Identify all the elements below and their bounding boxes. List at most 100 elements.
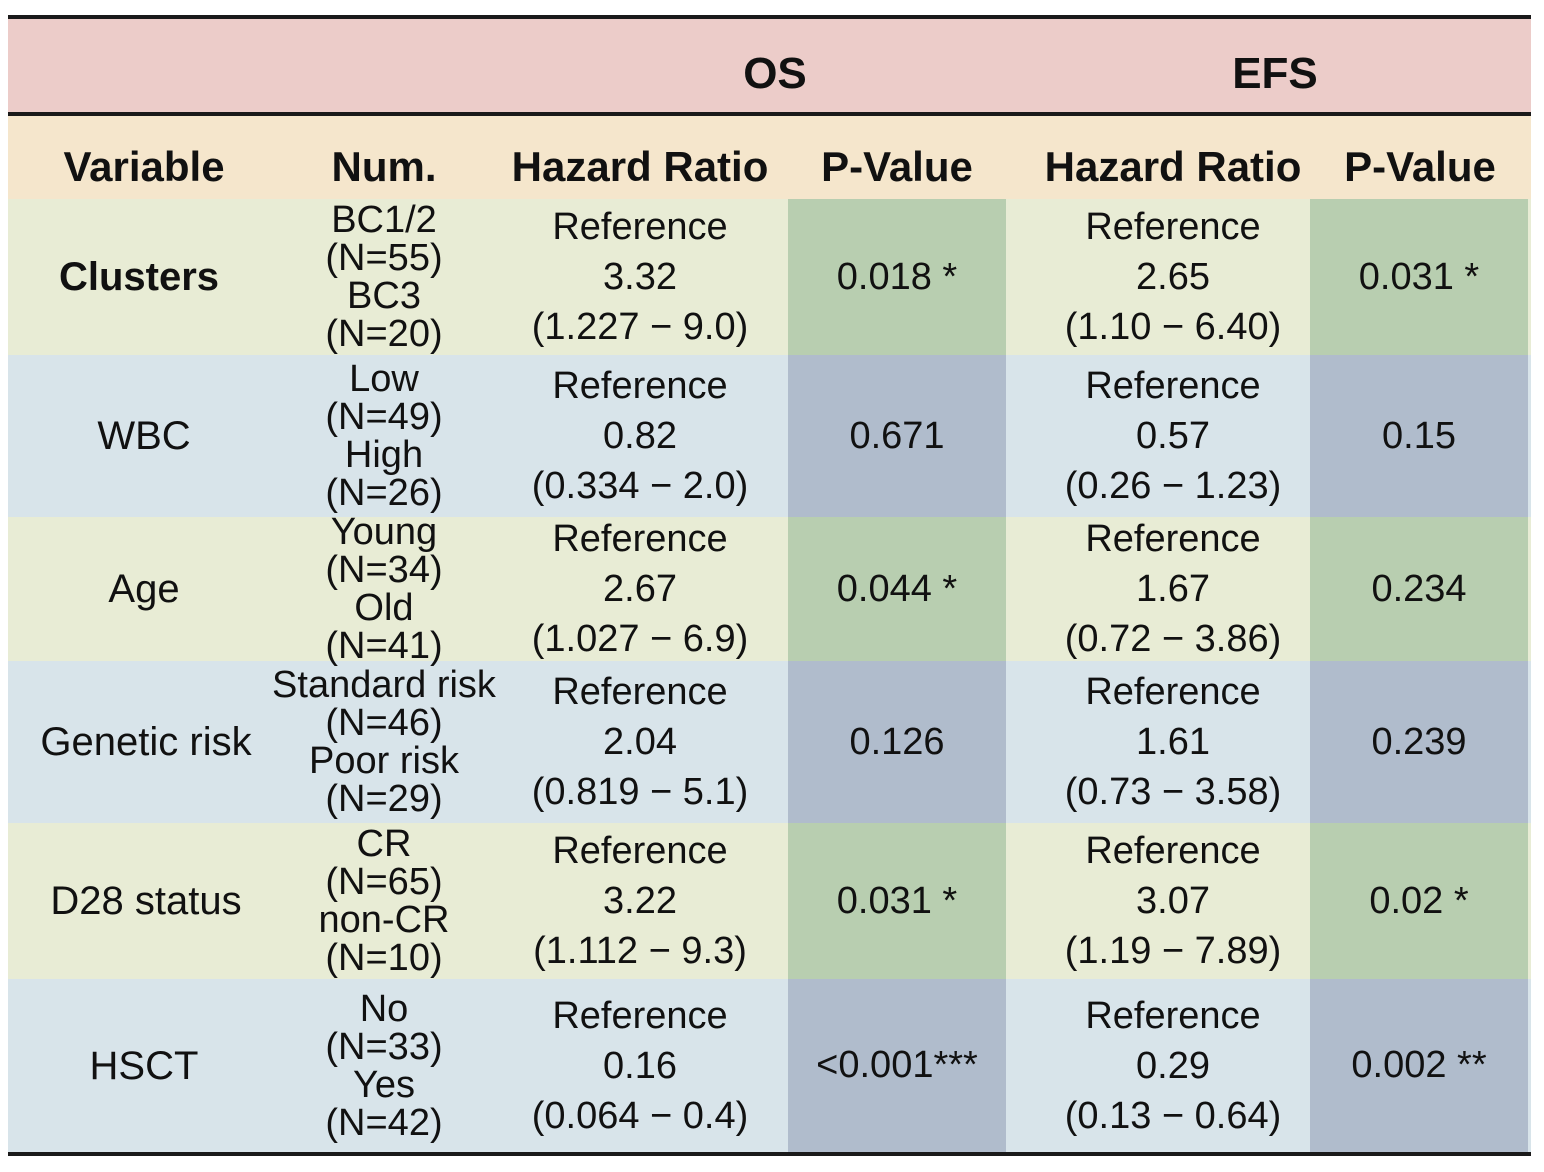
hr-line: Reference bbox=[1085, 994, 1261, 1037]
bottom-rule bbox=[8, 1152, 1531, 1156]
efs-hazard-ratio-clusters: Reference 2.65 (1.10 − 6.40) bbox=[1030, 199, 1316, 355]
hr-line: (1.19 − 7.89) bbox=[1064, 930, 1282, 972]
variable-genetic-risk: Genetic risk bbox=[40, 720, 252, 764]
num-line: (N=33) bbox=[325, 1025, 443, 1068]
row-band-d28-status bbox=[8, 823, 1531, 979]
num-d28-status: CR (N=65) non-CR (N=10) bbox=[258, 823, 510, 979]
hr-line: 2.65 bbox=[1136, 256, 1210, 298]
hr-line: Reference bbox=[1085, 365, 1261, 407]
hr-line: 1.61 bbox=[1136, 721, 1210, 763]
col-header-num: Num. bbox=[331, 143, 437, 190]
os-pvalue-shade-2 bbox=[788, 355, 1006, 517]
hr-line: 3.22 bbox=[603, 880, 677, 922]
num-line: Poor risk bbox=[309, 740, 459, 782]
hr-line: 0.29 bbox=[1136, 1044, 1210, 1087]
variable-wbc: WBC bbox=[97, 414, 191, 458]
os-pvalue-shade-6 bbox=[788, 979, 1006, 1152]
hr-line: (0.334 − 2.0) bbox=[531, 465, 749, 507]
hr-line: Reference bbox=[552, 365, 728, 407]
hr-line: 0.82 bbox=[603, 415, 677, 457]
hr-line: Reference bbox=[1085, 206, 1261, 248]
num-line: (N=41) bbox=[325, 625, 443, 667]
num-line: (N=29) bbox=[325, 778, 443, 820]
num-line: Young bbox=[330, 511, 438, 553]
hr-line: 3.32 bbox=[603, 256, 677, 298]
efs-pvalue-shade-4 bbox=[1310, 661, 1528, 823]
num-wbc: Low (N=49) High (N=26) bbox=[258, 355, 510, 517]
efs-hazard-ratio-genetic-risk: Reference 1.61 (0.73 − 3.58) bbox=[1030, 661, 1316, 823]
os-pvalue-shade-4 bbox=[788, 661, 1006, 823]
num-line: Standard risk bbox=[272, 664, 496, 706]
hr-line: (1.027 − 6.9) bbox=[531, 618, 749, 660]
col-header-os-hazard-ratio: Hazard Ratio bbox=[511, 143, 769, 190]
os-p-value-d28-status: 0.031 * bbox=[836, 879, 958, 922]
variable-hsct: HSCT bbox=[89, 1043, 199, 1088]
efs-hazard-ratio-hsct: Reference 0.29 (0.13 − 0.64) bbox=[1030, 979, 1316, 1152]
os-p-value-clusters: 0.018 * bbox=[836, 255, 958, 298]
column-header-band bbox=[8, 116, 1531, 199]
col-header-variable: Variable bbox=[63, 143, 225, 190]
col-header-efs-p-value: P-Value bbox=[1344, 143, 1496, 190]
hr-line: (1.227 − 9.0) bbox=[531, 306, 749, 348]
row-band-clusters bbox=[8, 199, 1531, 355]
efs-hazard-ratio-age: Reference 1.67 (0.72 − 3.86) bbox=[1030, 517, 1316, 661]
os-hazard-ratio-genetic-risk: Reference 2.04 (0.819 − 5.1) bbox=[500, 661, 780, 823]
num-line: non-CR bbox=[318, 899, 450, 941]
hr-line: Reference bbox=[552, 206, 728, 248]
efs-hazard-ratio-d28-status: Reference 3.07 (1.19 − 7.89) bbox=[1030, 823, 1316, 979]
group-header-band bbox=[8, 19, 1531, 112]
num-line: (N=55) bbox=[325, 237, 443, 279]
num-line: (N=34) bbox=[325, 549, 443, 591]
col-header-efs-hazard-ratio: Hazard Ratio bbox=[1044, 143, 1302, 190]
hr-line: 3.07 bbox=[1136, 880, 1210, 922]
hr-line: Reference bbox=[552, 994, 728, 1037]
num-line: (N=20) bbox=[325, 313, 443, 355]
os-hazard-ratio-clusters: Reference 3.32 (1.227 − 9.0) bbox=[500, 199, 780, 355]
num-line: (N=26) bbox=[325, 472, 443, 514]
hr-line: (0.064 − 0.4) bbox=[531, 1094, 749, 1137]
num-line: Low bbox=[349, 358, 419, 400]
os-hazard-ratio-d28-status: Reference 3.22 (1.112 − 9.3) bbox=[500, 823, 780, 979]
os-hazard-ratio-hsct: Reference 0.16 (0.064 − 0.4) bbox=[500, 979, 780, 1152]
num-line: Yes bbox=[353, 1063, 415, 1106]
hr-line: (0.819 − 5.1) bbox=[531, 771, 749, 813]
hr-line: (1.112 − 9.3) bbox=[533, 930, 747, 972]
num-line: High bbox=[344, 434, 424, 476]
os-p-value-age: 0.044 * bbox=[836, 567, 958, 610]
hr-line: 2.04 bbox=[603, 721, 677, 763]
efs-hazard-ratio-wbc: Reference 0.57 (0.26 − 1.23) bbox=[1030, 355, 1316, 517]
variable-d28-status: D28 status bbox=[50, 879, 242, 923]
num-genetic-risk: Standard risk (N=46) Poor risk (N=29) bbox=[258, 661, 510, 823]
top-rule bbox=[8, 15, 1531, 19]
os-p-value-hsct: <0.001*** bbox=[816, 1044, 978, 1086]
num-line: BC3 bbox=[347, 275, 421, 317]
hr-line: 1.67 bbox=[1136, 568, 1210, 610]
hr-line: Reference bbox=[552, 671, 728, 713]
hr-line: Reference bbox=[1085, 830, 1261, 872]
variable-clusters: Clusters bbox=[58, 255, 220, 299]
os-pvalue-shade-1 bbox=[788, 199, 1006, 355]
num-line: CR bbox=[356, 823, 412, 865]
mid-rule bbox=[8, 112, 1531, 116]
os-hazard-ratio-wbc: Reference 0.82 (0.334 − 2.0) bbox=[500, 355, 780, 517]
row-band-hsct bbox=[8, 979, 1531, 1152]
hr-line: Reference bbox=[1085, 518, 1261, 560]
hr-line: 0.16 bbox=[603, 1044, 677, 1087]
hr-line: (0.26 − 1.23) bbox=[1064, 465, 1282, 507]
efs-p-value-age: 0.234 bbox=[1371, 567, 1467, 610]
efs-p-value-clusters: 0.031 * bbox=[1358, 255, 1480, 298]
hr-line: (0.72 − 3.86) bbox=[1064, 618, 1282, 660]
hr-line: Reference bbox=[1085, 671, 1261, 713]
hr-line: (0.13 − 0.64) bbox=[1064, 1094, 1282, 1137]
os-p-value-genetic-risk: 0.126 bbox=[849, 720, 945, 763]
row-band-genetic-risk bbox=[8, 661, 1531, 823]
num-line: No bbox=[359, 987, 409, 1030]
efs-p-value-d28-status: 0.02 * bbox=[1369, 879, 1469, 922]
hr-line: Reference bbox=[552, 830, 728, 872]
num-line: (N=49) bbox=[325, 396, 443, 438]
os-group-header: OS bbox=[743, 49, 807, 98]
efs-pvalue-shade-3 bbox=[1310, 517, 1528, 661]
efs-p-value-genetic-risk: 0.239 bbox=[1371, 720, 1467, 763]
efs-pvalue-shade-2 bbox=[1310, 355, 1528, 517]
num-line: (N=42) bbox=[325, 1101, 443, 1144]
